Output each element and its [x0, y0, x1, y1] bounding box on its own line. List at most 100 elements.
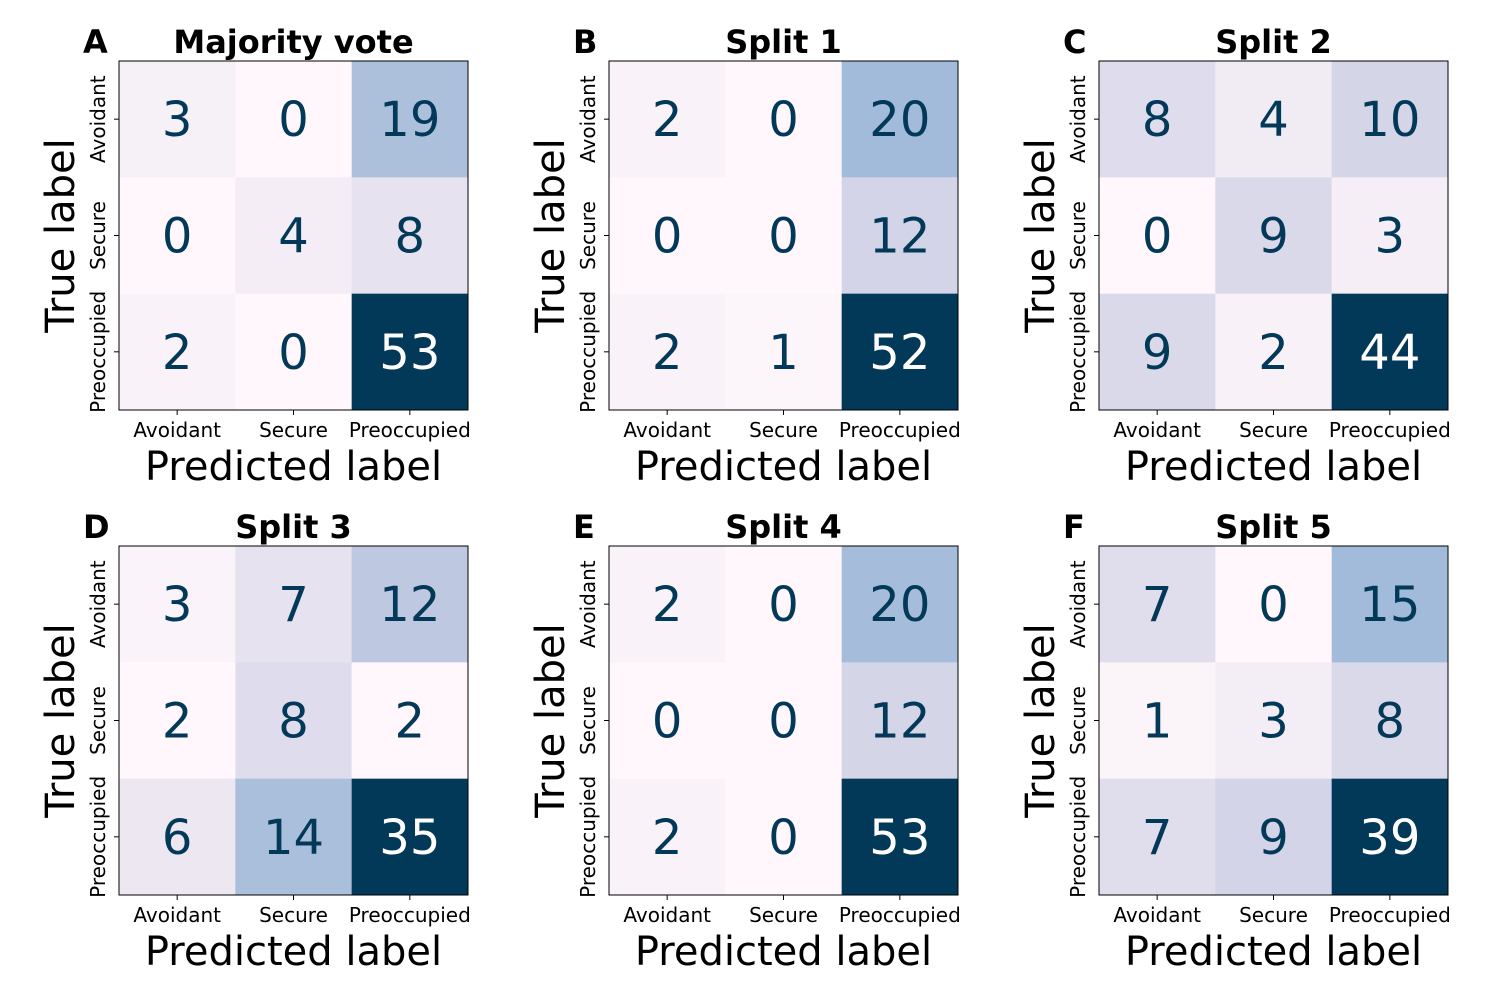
cell-value-e-r2-c0: 2 [652, 810, 683, 866]
cell-c-r2-c0 [1099, 293, 1216, 411]
cell-value-f-r1-c0: 1 [1142, 694, 1173, 750]
cell-b-r0-c2 [841, 61, 959, 178]
y-tick-label-d-2: Preoccupied [86, 776, 110, 898]
cell-value-a-r2-c1: 0 [278, 325, 309, 381]
cell-a-r2-c1 [235, 293, 353, 411]
cell-f-r2-c0 [1099, 778, 1216, 896]
y-axis-label-e: True label [528, 623, 574, 818]
y-tick-label-a-2: Preoccupied [86, 291, 110, 413]
x-tick-label-c-1: Secure [1239, 418, 1308, 442]
cell-value-c-r1-c2: 3 [1375, 209, 1406, 265]
cell-value-d-r0-c0: 3 [162, 577, 193, 633]
cell-d-r0-c0 [119, 546, 236, 663]
x-tick-label-d-2: Preoccupied [349, 903, 471, 927]
cell-b-r0-c0 [609, 61, 726, 178]
confusion-matrix-panel-c: 8 4 10 0 9 3 9 2 44 Avoidant Secure Preoccupied Avoi… [1018, 23, 1451, 490]
x-tick-label-e-1: Secure [749, 903, 818, 927]
cell-value-d-r1-c1: 8 [278, 694, 309, 750]
cell-c-r0-c0 [1099, 61, 1216, 178]
y-axis-label-d: True label [38, 623, 84, 818]
y-tick-label-b-2: Preoccupied [576, 291, 600, 413]
cell-d-r1-c2 [351, 662, 469, 780]
cell-d-r1-c1 [235, 662, 353, 780]
x-tick-label-b-2: Preoccupied [839, 418, 961, 442]
y-tick-label-d-0: Avoidant [86, 560, 110, 648]
y-tick-label-f-2: Preoccupied [1066, 776, 1090, 898]
cell-value-b-r2-c1: 1 [768, 325, 799, 381]
cell-value-d-r1-c0: 2 [162, 694, 193, 750]
cell-e-r0-c1 [725, 546, 843, 663]
cell-value-c-r0-c1: 4 [1258, 92, 1289, 148]
confusion-matrix-panel-a: 3 0 19 0 4 8 2 0 53 Avoidant Secure Preoccupied Avoi… [38, 23, 471, 490]
cell-value-e-r0-c1: 0 [768, 577, 799, 633]
cell-value-c-r0-c0: 8 [1142, 92, 1173, 148]
cell-value-b-r0-c0: 2 [652, 92, 683, 148]
cell-value-e-r1-c1: 0 [768, 694, 799, 750]
y-tick-label-a-0: Avoidant [86, 75, 110, 163]
x-tick-label-d-1: Secure [259, 903, 328, 927]
cell-value-f-r1-c1: 3 [1258, 694, 1289, 750]
cell-f-r0-c0 [1099, 546, 1216, 663]
y-tick-label-c-0: Avoidant [1066, 75, 1090, 163]
x-tick-label-f-2: Preoccupied [1329, 903, 1451, 927]
cell-value-d-r1-c2: 2 [395, 694, 426, 750]
cell-value-b-r1-c1: 0 [768, 209, 799, 265]
cell-value-d-r2-c1: 14 [263, 810, 324, 866]
cell-value-a-r0-c1: 0 [278, 92, 309, 148]
cell-e-r1-c2 [841, 662, 959, 780]
cell-value-e-r2-c2: 53 [869, 810, 930, 866]
x-tick-label-f-1: Secure [1239, 903, 1308, 927]
cell-b-r0-c1 [725, 61, 843, 178]
panel-letter-a: A [83, 23, 108, 61]
cell-value-f-r0-c1: 0 [1258, 577, 1289, 633]
cell-d-r0-c1 [235, 546, 353, 663]
cell-f-r1-c1 [1215, 662, 1333, 780]
y-tick-label-f-0: Avoidant [1066, 560, 1090, 648]
panel-title-a: Majority vote [173, 23, 413, 61]
y-tick-label-a-1: Secure [86, 201, 110, 270]
cell-value-d-r0-c2: 12 [379, 577, 440, 633]
cell-c-r1-c1 [1215, 177, 1333, 295]
y-axis-label-c: True label [1018, 138, 1064, 333]
y-tick-label-d-1: Secure [86, 686, 110, 755]
cell-c-r0-c1 [1215, 61, 1333, 178]
x-tick-label-a-0: Avoidant [133, 418, 221, 442]
cell-value-a-r1-c0: 0 [162, 209, 193, 265]
cell-a-r2-c2 [351, 293, 469, 411]
y-tick-label-c-1: Secure [1066, 201, 1090, 270]
cell-value-b-r0-c2: 20 [869, 92, 930, 148]
cell-value-f-r0-c2: 15 [1359, 577, 1420, 633]
panel-title-c: Split 2 [1215, 23, 1332, 61]
cell-f-r1-c2 [1331, 662, 1449, 780]
cell-a-r1-c1 [235, 177, 353, 295]
cell-c-r1-c2 [1331, 177, 1449, 295]
x-axis-label-a: Predicted label [145, 444, 442, 490]
cell-c-r2-c2 [1331, 293, 1449, 411]
cell-c-r0-c2 [1331, 61, 1449, 178]
cell-value-a-r1-c2: 8 [395, 209, 426, 265]
panel-letter-d: D [83, 508, 110, 546]
cell-value-e-r0-c0: 2 [652, 577, 683, 633]
confusion-matrix-panel-d: 3 7 12 2 8 2 6 14 35 Avoidant Secure Preoccupied Avo… [38, 508, 471, 975]
x-tick-label-b-1: Secure [749, 418, 818, 442]
cell-f-r2-c2 [1331, 778, 1449, 896]
cell-e-r1-c0 [609, 662, 726, 780]
y-tick-label-e-2: Preoccupied [576, 776, 600, 898]
cell-d-r1-c0 [119, 662, 236, 780]
cell-value-c-r2-c1: 2 [1258, 325, 1289, 381]
cell-a-r1-c0 [119, 177, 236, 295]
cell-value-b-r1-c2: 12 [869, 209, 930, 265]
cell-value-d-r2-c2: 35 [379, 810, 440, 866]
cell-b-r1-c1 [725, 177, 843, 295]
cell-value-b-r2-c2: 52 [869, 325, 930, 381]
cell-e-r2-c0 [609, 778, 726, 896]
cell-f-r1-c0 [1099, 662, 1216, 780]
cell-value-c-r0-c2: 10 [1359, 92, 1420, 148]
panel-title-b: Split 1 [725, 23, 842, 61]
x-tick-label-e-2: Preoccupied [839, 903, 961, 927]
cell-value-e-r1-c0: 0 [652, 694, 683, 750]
cell-b-r2-c1 [725, 293, 843, 411]
cell-value-f-r1-c2: 8 [1375, 694, 1406, 750]
cell-d-r2-c2 [351, 778, 469, 896]
